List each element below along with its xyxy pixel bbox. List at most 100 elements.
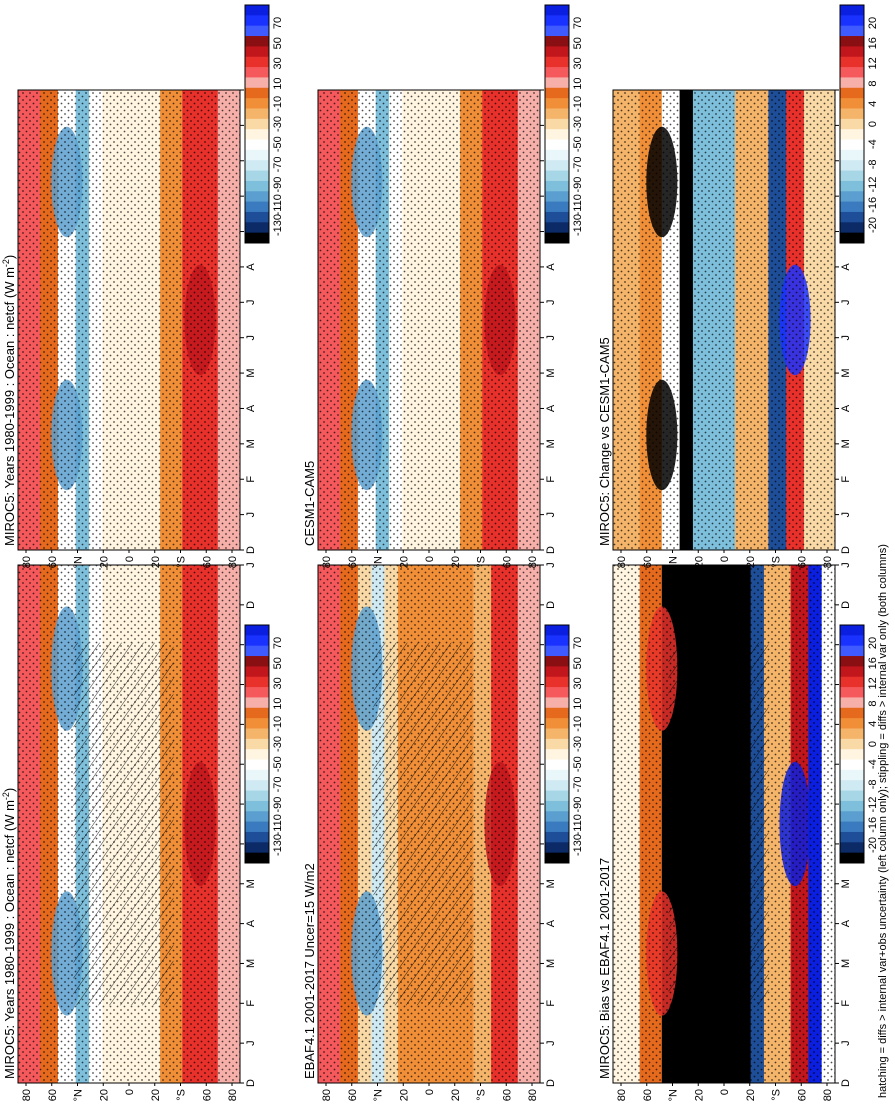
colorbar-swatch	[840, 98, 864, 109]
colorbar-label: -10	[272, 716, 284, 732]
colorbar-label: -50	[272, 756, 284, 772]
colorbar-label: 70	[572, 637, 584, 649]
colorbar-swatch	[245, 149, 269, 161]
lat-tick-label: 80	[227, 556, 239, 568]
colorbar-swatch	[545, 811, 569, 823]
month-tick-label: D	[545, 546, 557, 554]
lat-tick-label: 60	[642, 1089, 654, 1101]
colorbar-swatch	[245, 170, 269, 182]
month-tick-label: M	[245, 879, 257, 888]
colorbar-swatch	[245, 139, 269, 151]
colorbar-swatch	[545, 821, 569, 833]
colorbar-swatch	[545, 759, 569, 771]
month-tick-label: A	[245, 263, 257, 271]
colorbar-label: -30	[572, 736, 584, 752]
month-tick-label: J	[545, 1040, 557, 1046]
colorbar-frame	[839, 624, 865, 864]
lat-tick-label: 80	[527, 1089, 539, 1101]
month-tick-label: M	[840, 879, 852, 888]
colorbar-swatch	[840, 15, 864, 27]
colorbar-swatch	[245, 656, 269, 667]
colorbar-swatch	[840, 718, 864, 729]
colorbar-swatch	[245, 718, 269, 729]
colorbar-swatch	[545, 707, 569, 719]
month-tick-label: J	[245, 300, 257, 306]
colorbar-swatch	[840, 842, 864, 854]
month-tick-label: D	[840, 1079, 852, 1087]
month-tick-label: D	[840, 601, 852, 609]
colorbar-label: 50	[272, 37, 284, 49]
lat-tick-label: 20	[150, 1089, 162, 1101]
colorbar-label: -70	[572, 776, 584, 792]
colorbar-swatch	[245, 697, 269, 709]
panel-title: MIROC5: Change vs CESM1-CAM5	[597, 337, 612, 546]
colorbar-swatch	[840, 232, 864, 244]
lat-tick-label: 60	[201, 1089, 213, 1101]
colorbar-frame	[544, 4, 570, 244]
colorbar-label: 20	[867, 17, 879, 29]
colorbar-swatch	[545, 790, 569, 802]
colorbar-swatch	[245, 635, 269, 647]
colorbar-label: -30	[272, 116, 284, 132]
month-tick-label: D	[840, 546, 852, 554]
month-tick-label: J	[245, 335, 257, 341]
colorbar-label: 70	[572, 17, 584, 29]
colorbar-swatch	[245, 67, 269, 78]
colorbar-swatch	[840, 707, 864, 719]
colorbar-swatch	[545, 656, 569, 667]
colorbar-swatch	[840, 790, 864, 802]
panel-p_right_top: MIROC5: Years 1980-1999 : Ocean : netcf …	[1, 4, 284, 568]
colorbar: 70 50 30 10 -10 -30 -50 -70 -90-110-130	[544, 4, 584, 244]
lat-tick-label: 20	[150, 556, 162, 568]
lat-tick-label: °S	[771, 1089, 783, 1101]
colorbar-label: -50	[572, 136, 584, 152]
figure-footnote: hatching = diffs > internal var+obs unce…	[877, 544, 889, 1098]
colorbar-label: 70	[272, 637, 284, 649]
colorbar-swatch	[245, 676, 269, 688]
colorbar-label: -70	[572, 156, 584, 172]
colorbar-label: -8	[867, 160, 879, 170]
lat-tick-label: 60	[347, 556, 359, 568]
lat-tick-label: 60	[501, 1089, 513, 1101]
colorbar-swatch	[545, 180, 569, 192]
colorbar-label: -8	[867, 780, 879, 790]
month-tick-label: F	[545, 476, 557, 483]
colorbar-swatch	[840, 738, 864, 750]
colorbar-label: 30	[272, 57, 284, 69]
panel-p_left_mid: EBAF4.1 2001-2017 Uncer=15 W/m2DJFMAMJJA…	[302, 562, 584, 1101]
colorbar-label: 50	[272, 657, 284, 669]
colorbar-swatch	[245, 201, 269, 213]
lat-tick-label: 20	[450, 1089, 462, 1101]
colorbar-label: 0	[867, 741, 879, 747]
colorbar-swatch	[840, 625, 864, 636]
lat-tick-label: °S	[176, 1089, 188, 1101]
colorbar-swatch	[840, 728, 864, 740]
colorbar-swatch	[245, 160, 269, 171]
panel-p_right_bot: MIROC5: Change vs CESM1-CAM5DJFMAMJJASON…	[597, 4, 879, 568]
colorbar-swatch	[245, 769, 269, 781]
hatching	[373, 642, 474, 1006]
colorbar-label: 12	[867, 57, 879, 69]
panel-title: MIROC5: Years 1980-1999 : Ocean : netcf …	[1, 255, 17, 546]
colorbar-swatch	[245, 707, 269, 719]
colorbar-swatch	[545, 15, 569, 27]
lat-tick-label: 80	[527, 556, 539, 568]
colorbar-swatch	[840, 129, 864, 140]
colorbar-label: -90	[572, 177, 584, 193]
lat-tick-label: 80	[227, 1089, 239, 1101]
colorbar-swatch	[545, 749, 569, 760]
colorbar-label: 16	[867, 37, 879, 49]
colorbar-label: -30	[572, 116, 584, 132]
colorbar-swatch	[840, 687, 864, 698]
month-tick-label: J	[840, 335, 852, 341]
colorbar-swatch	[840, 811, 864, 823]
month-tick-label: J	[245, 562, 257, 568]
colorbar-swatch	[245, 5, 269, 16]
month-tick-label: J	[545, 562, 557, 568]
month-tick-label: M	[545, 879, 557, 888]
colorbar-swatch	[545, 831, 569, 843]
colorbar-label: 30	[272, 677, 284, 689]
colorbar-swatch	[245, 180, 269, 192]
colorbar-swatch	[840, 645, 864, 657]
colorbar-label: -30	[272, 736, 284, 752]
